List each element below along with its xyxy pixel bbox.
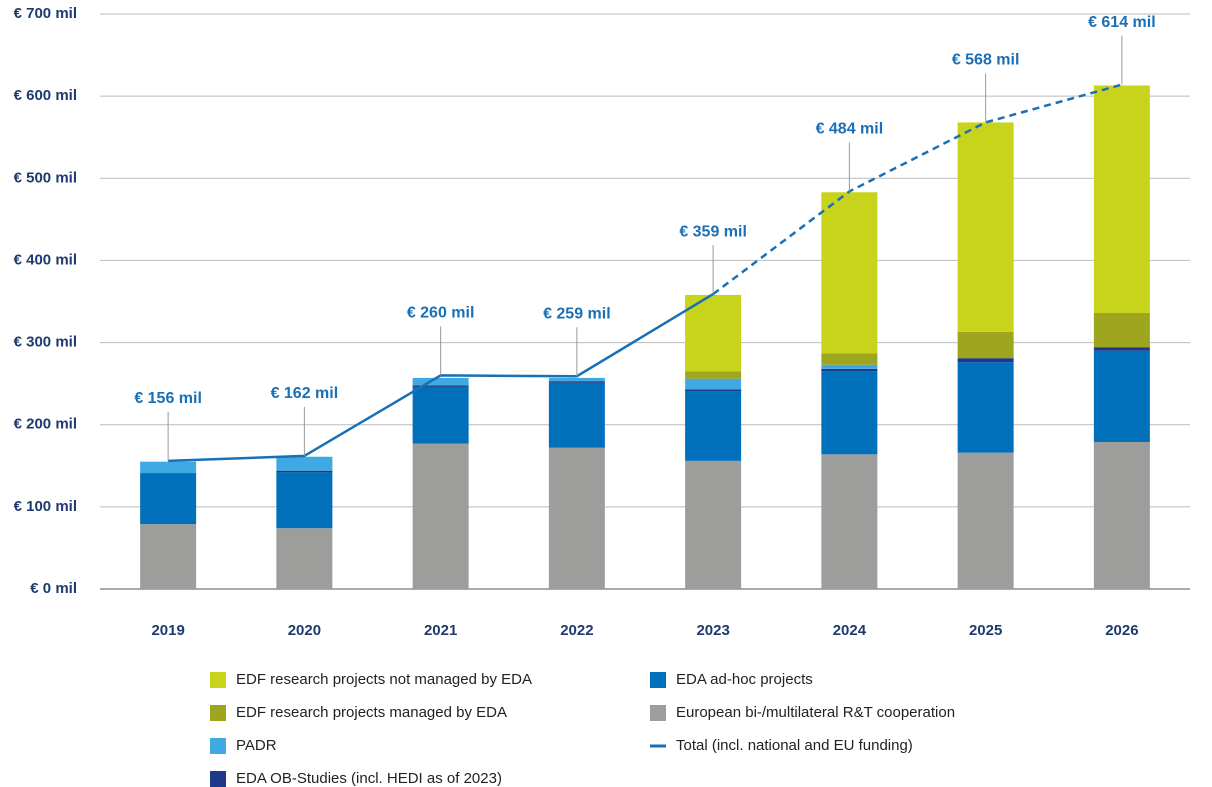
bar-segment [548, 447, 605, 589]
bar-segment [821, 192, 878, 354]
value-label: € 614 mil [1088, 14, 1156, 31]
bar-segment [412, 443, 469, 589]
y-tick-label: € 400 mil [14, 251, 77, 268]
y-tick-label: € 600 mil [14, 87, 77, 104]
bar-segment [548, 377, 605, 382]
x-tick-label: 2023 [696, 622, 729, 639]
x-tick-label: 2021 [424, 622, 457, 639]
x-tick-label: 2022 [560, 622, 593, 639]
bar-segment [1093, 347, 1150, 351]
legend-label: EDF research projects managed by EDA [236, 704, 507, 721]
total-line-dashed [712, 83, 1123, 296]
bar-segment [276, 472, 333, 529]
bar-segment [685, 371, 742, 379]
value-label: € 162 mil [271, 385, 339, 402]
bar-segment [276, 456, 333, 471]
bar-segment [412, 385, 469, 387]
legend-label: European bi-/multilateral R&T cooperatio… [676, 704, 955, 721]
bar-segment [685, 378, 742, 390]
y-tick-label: € 500 mil [14, 169, 77, 186]
bar-segment [685, 460, 742, 589]
bar-segment [685, 294, 742, 372]
y-tick-label: € 0 mil [30, 580, 77, 597]
bar-segment [140, 474, 197, 525]
y-tick-label: € 100 mil [14, 498, 77, 515]
value-label: € 484 mil [816, 121, 884, 138]
bar-segment [821, 368, 878, 372]
value-label: € 259 mil [543, 305, 611, 322]
legend-swatch [650, 672, 666, 688]
value-label: € 156 mil [134, 390, 202, 407]
value-label: € 359 mil [679, 223, 747, 240]
bar-segment [821, 364, 878, 369]
bar-segment [821, 371, 878, 455]
bar-segment [1093, 313, 1150, 348]
legend-label: PADR [236, 737, 277, 754]
legend-label: Total (incl. national and EU funding) [676, 737, 913, 754]
legend-swatch [210, 738, 226, 754]
value-label: € 568 mil [952, 52, 1020, 69]
bar-segment [140, 461, 197, 474]
bar-segment [1093, 441, 1150, 589]
bar-segment [957, 362, 1014, 453]
legend-swatch [210, 705, 226, 721]
y-tick-label: € 700 mil [14, 5, 77, 22]
bar-segment [685, 391, 742, 461]
legend-swatch [210, 771, 226, 787]
bar-segment [685, 389, 742, 392]
bar-segment [412, 386, 469, 444]
legend-label: EDA ad-hoc projects [676, 671, 813, 688]
legend-swatch [650, 705, 666, 721]
bar-segment [140, 524, 197, 589]
bar-segment [957, 358, 1014, 363]
bar-segment [957, 331, 1014, 359]
bar-segment [276, 470, 333, 473]
bar-segment [548, 381, 605, 383]
bar-segment [412, 377, 469, 386]
bar-segment [957, 122, 1014, 332]
bar-segment [821, 353, 878, 365]
y-tick-label: € 200 mil [14, 416, 77, 433]
bar-segment [276, 528, 333, 589]
x-tick-label: 2020 [288, 622, 321, 639]
x-tick-label: 2024 [833, 622, 867, 639]
bar-segment [1093, 85, 1150, 313]
bar-segment [957, 452, 1014, 589]
bar-segment [548, 382, 605, 448]
bar-segment [140, 473, 197, 474]
legend-label: EDF research projects not managed by EDA [236, 671, 532, 688]
legend-swatch [210, 672, 226, 688]
x-tick-label: 2026 [1105, 622, 1138, 639]
x-tick-label: 2025 [969, 622, 1002, 639]
y-tick-label: € 300 mil [14, 334, 77, 351]
x-tick-label: 2019 [151, 622, 184, 639]
bar-segment [1093, 350, 1150, 442]
value-label: € 260 mil [407, 305, 475, 322]
total-line [168, 293, 714, 463]
legend-label: EDA OB-Studies (incl. HEDI as of 2023) [236, 770, 502, 787]
bar-segment [821, 454, 878, 589]
